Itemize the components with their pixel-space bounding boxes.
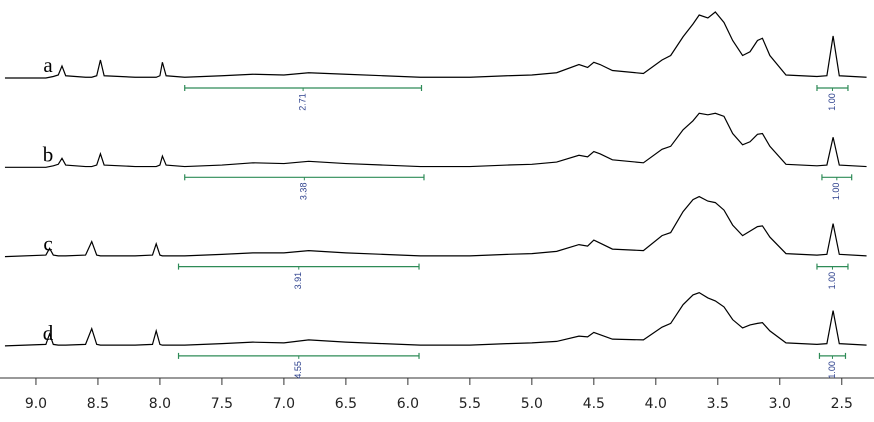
- x-tick-label: 6.5: [335, 396, 357, 412]
- x-tick-label: 7.5: [211, 396, 233, 412]
- x-tick-label: 2.5: [831, 396, 853, 412]
- x-tick-label: 3.5: [707, 396, 729, 412]
- x-tick-label: 5.0: [521, 396, 543, 412]
- integral-label: 1.00: [831, 183, 841, 201]
- integral-label: 3.38: [299, 183, 309, 201]
- x-tick-label: 6.0: [397, 396, 419, 412]
- integral-label: 1.00: [827, 272, 837, 290]
- x-tick-label: 8.5: [87, 396, 109, 412]
- integral-label: 1.00: [827, 361, 837, 379]
- spectrum: [4, 11, 867, 79]
- integral-label: 3.91: [293, 272, 303, 290]
- x-tick-label: 4.0: [645, 396, 667, 412]
- x-tick-label: 7.0: [273, 396, 295, 412]
- spectrum: [4, 291, 867, 347]
- series-label: c: [43, 232, 52, 256]
- spectrum: [4, 112, 867, 168]
- integral-label: 4.55: [293, 361, 303, 379]
- x-tick-label: 5.5: [459, 396, 481, 412]
- x-tick-label: 4.5: [583, 396, 605, 412]
- series-label: b: [43, 142, 54, 166]
- integral-label: 1.00: [827, 93, 837, 111]
- x-tick-label: 8.0: [149, 396, 171, 412]
- series-label: a: [43, 53, 53, 77]
- series-label: d: [43, 321, 54, 345]
- spectrum: [4, 195, 867, 258]
- integral-label: 2.71: [297, 93, 307, 111]
- x-tick-label: 9.0: [25, 396, 47, 412]
- x-tick-label: 3.0: [769, 396, 791, 412]
